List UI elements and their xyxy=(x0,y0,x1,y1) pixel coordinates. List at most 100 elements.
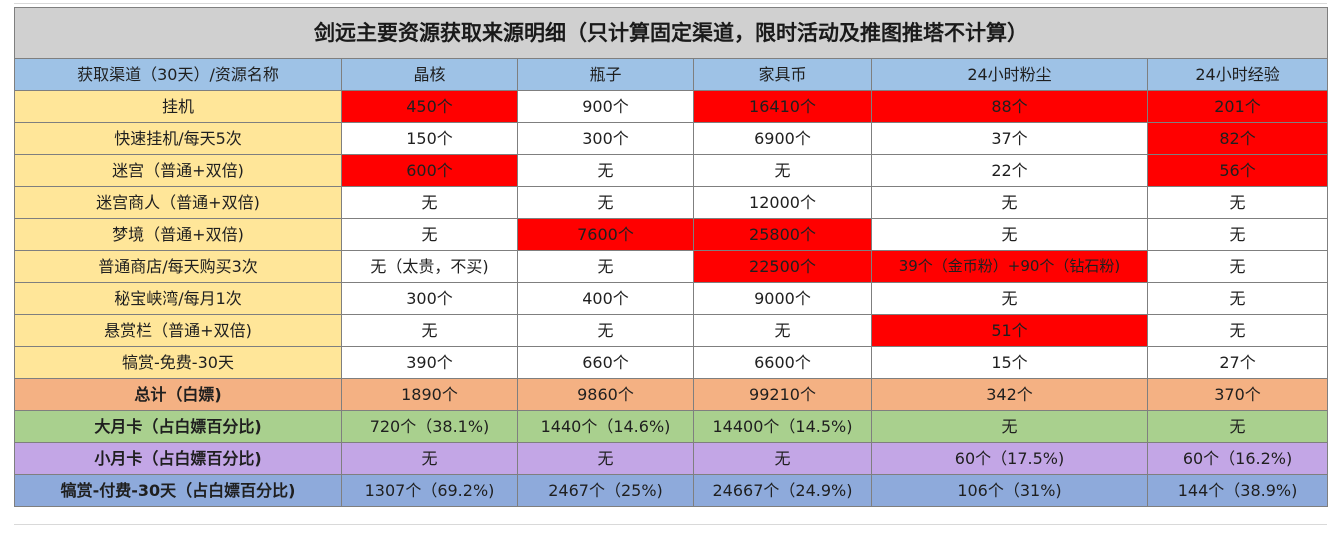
table-cell[interactable]: 37个 xyxy=(871,122,1148,155)
table-cell[interactable]: 无 xyxy=(1146,218,1329,251)
table-cell[interactable]: 51个 xyxy=(871,314,1148,347)
table-cell[interactable]: 9860个 xyxy=(517,378,694,411)
resource-table: 剑远主要资源获取来源明细（只计算固定渠道，限时活动及推图推塔不计算） 获取渠道（… xyxy=(13,7,1329,507)
table-cell[interactable]: 7600个 xyxy=(517,218,694,251)
table-cell[interactable]: 无 xyxy=(1146,314,1329,347)
table-row: 悬赏栏（普通+双倍) 无 无 无 51个 无 xyxy=(14,314,1329,347)
table-cell[interactable]: 无 xyxy=(693,442,872,475)
table-cell[interactable]: 12000个 xyxy=(693,186,872,219)
table-cell[interactable]: 82个 xyxy=(1146,122,1329,155)
row-label[interactable]: 悬赏栏（普通+双倍) xyxy=(14,314,342,347)
row-label[interactable]: 梦境（普通+双倍) xyxy=(14,218,342,251)
table-cell[interactable]: 1890个 xyxy=(341,378,518,411)
table-cell[interactable]: 无 xyxy=(871,218,1148,251)
row-label[interactable]: 大月卡（占白嫖百分比) xyxy=(14,410,342,443)
table-cell[interactable]: 201个 xyxy=(1146,90,1329,123)
table-cell[interactable]: 60个（16.2%) xyxy=(1146,442,1329,475)
table-cell[interactable]: 无 xyxy=(1146,282,1329,315)
table-cell[interactable]: 2467个（25%) xyxy=(517,474,694,507)
table-cell[interactable]: 600个 xyxy=(341,154,518,187)
table-cell[interactable]: 144个（38.9%) xyxy=(1146,474,1329,507)
table-cell[interactable]: 无 xyxy=(693,154,872,187)
table-cell[interactable]: 无（太贵，不买) xyxy=(341,250,518,283)
table-cell[interactable]: 16410个 xyxy=(693,90,872,123)
sheet-gridline-top xyxy=(14,3,1327,4)
table-row: 秘宝峡湾/每月1次 300个 400个 9000个 无 无 xyxy=(14,282,1329,315)
table-cell[interactable]: 300个 xyxy=(517,122,694,155)
table-cell[interactable]: 无 xyxy=(341,218,518,251)
table-cell[interactable]: 无 xyxy=(693,314,872,347)
title-row: 剑远主要资源获取来源明细（只计算固定渠道，限时活动及推图推塔不计算） xyxy=(13,7,1329,59)
table-cell[interactable]: 14400个（14.5%) xyxy=(693,410,872,443)
table-cell[interactable]: 无 xyxy=(517,442,694,475)
table-cell[interactable]: 无 xyxy=(871,186,1148,219)
table-cell[interactable]: 450个 xyxy=(341,90,518,123)
table-cell[interactable]: 660个 xyxy=(517,346,694,379)
table-cell[interactable]: 24667个（24.9%) xyxy=(693,474,872,507)
table-cell[interactable]: 无 xyxy=(341,186,518,219)
header-cell-jingyan[interactable]: 24小时经验 xyxy=(1146,58,1329,91)
row-label[interactable]: 迷宫商人（普通+双倍) xyxy=(14,186,342,219)
table-cell[interactable]: 无 xyxy=(517,250,694,283)
table-cell[interactable]: 无 xyxy=(871,410,1148,443)
spreadsheet: 剑远主要资源获取来源明细（只计算固定渠道，限时活动及推图推塔不计算） 获取渠道（… xyxy=(13,7,1329,507)
table-cell[interactable]: 无 xyxy=(341,314,518,347)
table-row: 犒赏-免费-30天 390个 660个 6600个 15个 27个 xyxy=(14,346,1329,379)
big-monthly-card-row: 大月卡（占白嫖百分比) 720个（38.1%) 1440个（14.6%) 144… xyxy=(14,410,1329,443)
table-cell[interactable]: 27个 xyxy=(1146,346,1329,379)
table-cell[interactable]: 25800个 xyxy=(693,218,872,251)
table-cell[interactable]: 39个（金币粉）+90个（钻石粉) xyxy=(871,250,1148,283)
table-cell[interactable]: 无 xyxy=(1146,250,1329,283)
table-cell[interactable]: 无 xyxy=(517,186,694,219)
paid-reward-row: 犒赏-付费-30天（占白嫖百分比) 1307个（69.2%) 2467个（25%… xyxy=(14,474,1329,507)
table-cell[interactable]: 无 xyxy=(1146,186,1329,219)
header-cell-jinghe[interactable]: 晶核 xyxy=(341,58,518,91)
table-title[interactable]: 剑远主要资源获取来源明细（只计算固定渠道，限时活动及推图推塔不计算） xyxy=(13,7,1329,59)
header-cell-jiajubi[interactable]: 家具币 xyxy=(693,58,872,91)
header-cell-pingzi[interactable]: 瓶子 xyxy=(517,58,694,91)
row-label[interactable]: 迷宫（普通+双倍) xyxy=(14,154,342,187)
table-row: 普通商店/每天购买3次 无（太贵，不买) 无 22500个 39个（金币粉）+9… xyxy=(14,250,1329,283)
table-cell[interactable]: 88个 xyxy=(871,90,1148,123)
table-cell[interactable]: 9000个 xyxy=(693,282,872,315)
table-cell[interactable]: 22个 xyxy=(871,154,1148,187)
row-label[interactable]: 犒赏-免费-30天 xyxy=(14,346,342,379)
table-cell[interactable]: 56个 xyxy=(1146,154,1329,187)
table-cell[interactable]: 390个 xyxy=(341,346,518,379)
table-cell[interactable]: 106个（31%) xyxy=(871,474,1148,507)
table-cell[interactable]: 720个（38.1%) xyxy=(341,410,518,443)
table-cell[interactable]: 无 xyxy=(1146,410,1329,443)
table-cell[interactable]: 99210个 xyxy=(693,378,872,411)
total-row: 总计（白嫖) 1890个 9860个 99210个 342个 370个 xyxy=(14,378,1329,411)
table-cell[interactable]: 无 xyxy=(517,314,694,347)
table-cell[interactable]: 无 xyxy=(517,154,694,187)
table-row: 迷宫商人（普通+双倍) 无 无 12000个 无 无 xyxy=(14,186,1329,219)
row-label[interactable]: 秘宝峡湾/每月1次 xyxy=(14,282,342,315)
table-cell[interactable]: 6600个 xyxy=(693,346,872,379)
header-cell-channel[interactable]: 获取渠道（30天）/资源名称 xyxy=(14,58,342,91)
table-cell[interactable]: 60个（17.5%) xyxy=(871,442,1148,475)
row-label[interactable]: 小月卡（占白嫖百分比) xyxy=(14,442,342,475)
table-cell[interactable]: 300个 xyxy=(341,282,518,315)
table-cell[interactable]: 150个 xyxy=(341,122,518,155)
table-cell[interactable]: 1307个（69.2%) xyxy=(341,474,518,507)
table-cell[interactable]: 1440个（14.6%) xyxy=(517,410,694,443)
table-row: 梦境（普通+双倍) 无 7600个 25800个 无 无 xyxy=(14,218,1329,251)
row-label[interactable]: 总计（白嫖) xyxy=(14,378,342,411)
table-cell[interactable]: 15个 xyxy=(871,346,1148,379)
table-cell[interactable]: 400个 xyxy=(517,282,694,315)
table-row: 挂机 450个 900个 16410个 88个 201个 xyxy=(14,90,1329,123)
table-cell[interactable]: 无 xyxy=(341,442,518,475)
header-cell-fenchen[interactable]: 24小时粉尘 xyxy=(871,58,1148,91)
row-label[interactable]: 快速挂机/每天5次 xyxy=(14,122,342,155)
table-cell[interactable]: 900个 xyxy=(517,90,694,123)
table-cell[interactable]: 6900个 xyxy=(693,122,872,155)
table-cell[interactable]: 无 xyxy=(871,282,1148,315)
row-label[interactable]: 挂机 xyxy=(14,90,342,123)
row-label[interactable]: 普通商店/每天购买3次 xyxy=(14,250,342,283)
table-cell[interactable]: 370个 xyxy=(1146,378,1329,411)
table-row: 迷宫（普通+双倍) 600个 无 无 22个 56个 xyxy=(14,154,1329,187)
table-cell[interactable]: 22500个 xyxy=(693,250,872,283)
row-label[interactable]: 犒赏-付费-30天（占白嫖百分比) xyxy=(14,474,342,507)
table-cell[interactable]: 342个 xyxy=(871,378,1148,411)
